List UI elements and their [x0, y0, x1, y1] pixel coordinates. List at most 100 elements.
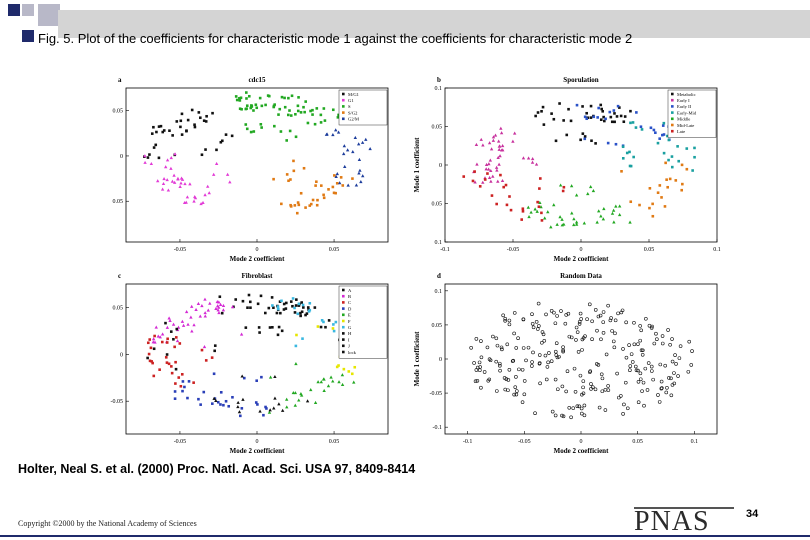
- data-point: [650, 324, 654, 329]
- data-point: [173, 152, 177, 156]
- data-point: [322, 320, 325, 324]
- data-point: [167, 362, 171, 366]
- data-point: [364, 137, 368, 141]
- data-point: [613, 120, 616, 124]
- data-point: [186, 322, 190, 326]
- data-point: [617, 213, 622, 217]
- data-point: [677, 159, 681, 163]
- data-point: [572, 366, 577, 371]
- x-tick-label: -0.05: [174, 439, 187, 445]
- data-point: [617, 204, 622, 208]
- legend-marker: [342, 117, 345, 121]
- data-point: [194, 307, 198, 311]
- data-point: [161, 181, 166, 186]
- data-point: [520, 400, 525, 404]
- chart-title: Fibroblast: [242, 272, 274, 280]
- panel-label: b: [437, 76, 441, 84]
- data-point: [240, 374, 244, 378]
- data-point: [276, 333, 280, 337]
- data-point: [485, 345, 490, 350]
- data-point: [280, 202, 283, 206]
- data-point: [662, 133, 666, 136]
- data-point: [340, 373, 345, 377]
- data-point: [176, 176, 180, 180]
- data-point: [666, 134, 669, 138]
- data-point: [143, 154, 147, 158]
- data-point: [180, 373, 184, 376]
- data-point: [313, 400, 318, 404]
- data-point: [558, 183, 563, 187]
- data-point: [636, 368, 640, 373]
- data-point: [486, 167, 491, 171]
- data-point: [334, 174, 338, 179]
- data-point: [478, 365, 482, 369]
- data-point: [471, 179, 475, 183]
- legend-entry: Early-Mid: [677, 110, 697, 115]
- data-point: [316, 198, 319, 202]
- data-point: [522, 379, 527, 383]
- data-point: [685, 167, 689, 171]
- data-point: [289, 300, 293, 303]
- data-point: [242, 376, 246, 380]
- legend-entry: C: [348, 300, 351, 305]
- data-point: [260, 375, 263, 379]
- data-point: [331, 185, 335, 189]
- data-point: [315, 203, 319, 207]
- data-point: [533, 411, 537, 415]
- data-point: [267, 306, 271, 310]
- data-point: [238, 107, 242, 111]
- data-point: [610, 211, 615, 215]
- data-point: [169, 155, 173, 160]
- data-point: [238, 99, 242, 102]
- data-point: [162, 129, 166, 132]
- data-point: [323, 119, 327, 122]
- data-point: [297, 398, 301, 402]
- data-point: [206, 184, 210, 188]
- data-point: [565, 369, 570, 374]
- data-point: [489, 179, 493, 183]
- legend-entry: S: [348, 104, 351, 109]
- data-point: [204, 120, 208, 123]
- data-point: [179, 384, 183, 388]
- data-point: [256, 302, 260, 306]
- data-point: [152, 125, 155, 129]
- data-point: [693, 155, 696, 159]
- data-point: [180, 319, 185, 323]
- data-point: [510, 359, 515, 363]
- y-axis-label: Mode 1 coefficient: [413, 137, 421, 192]
- data-point: [516, 336, 520, 341]
- data-point: [535, 209, 539, 213]
- data-point: [599, 103, 603, 107]
- data-point: [631, 121, 635, 124]
- data-point: [259, 294, 263, 298]
- deco-square-light: [38, 4, 60, 26]
- data-point: [547, 351, 551, 355]
- data-point: [660, 334, 665, 338]
- data-point: [640, 348, 645, 353]
- data-point: [316, 325, 320, 328]
- data-point: [561, 189, 565, 193]
- data-point: [564, 389, 568, 394]
- data-point: [608, 318, 613, 323]
- data-point: [332, 329, 336, 333]
- data-point: [156, 334, 160, 338]
- legend-entry: I: [348, 337, 350, 342]
- data-point: [537, 353, 542, 357]
- data-point: [147, 352, 151, 356]
- data-point: [526, 156, 531, 160]
- data-point: [474, 368, 479, 372]
- data-point: [205, 114, 208, 118]
- data-point: [143, 160, 147, 164]
- data-point: [340, 382, 345, 386]
- data-point: [487, 175, 492, 180]
- data-point: [472, 361, 476, 365]
- data-point: [597, 106, 600, 110]
- data-point: [172, 337, 175, 341]
- data-point: [542, 338, 547, 343]
- data-point: [305, 312, 309, 315]
- data-point: [322, 377, 326, 381]
- data-point: [648, 187, 652, 190]
- data-point: [267, 94, 271, 98]
- data-point: [610, 329, 614, 333]
- data-point: [660, 341, 665, 346]
